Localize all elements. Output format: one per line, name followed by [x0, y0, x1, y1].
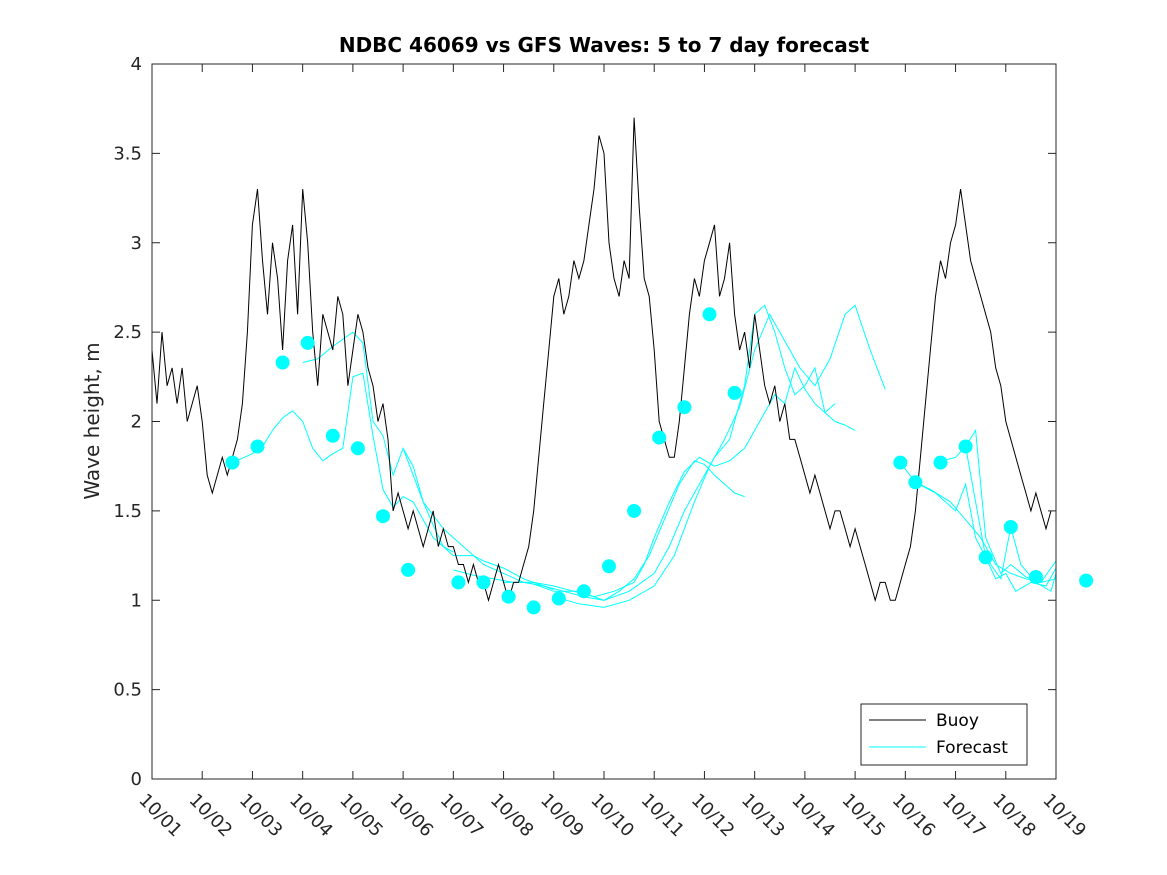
forecast-marker [908, 475, 923, 490]
forecast-marker [1028, 570, 1043, 584]
chart-title: NDBC 46069 vs GFS Waves: 5 to 7 day fore… [339, 33, 870, 57]
forecast-marker [325, 428, 340, 443]
y-tick-label: 0 [131, 769, 142, 790]
forecast-line [453, 366, 856, 598]
forecast-marker [702, 307, 717, 322]
legend-box [860, 703, 1028, 766]
plot-area [152, 64, 1056, 779]
forecast-marker [225, 455, 240, 470]
forecast-series [232, 304, 1057, 608]
forecast-marker [376, 509, 390, 524]
y-tick-label: 2.5 [113, 322, 142, 343]
forecast-marker [652, 430, 667, 445]
legend: Buoy Forecast [860, 703, 1028, 766]
forecast-marker [401, 562, 416, 577]
forecast-marker [602, 559, 616, 574]
forecast-marker [451, 575, 466, 590]
forecast-line [402, 448, 745, 601]
forecast-marker [275, 355, 290, 370]
forecast-marker [933, 455, 948, 470]
y-tick-label: 2 [131, 412, 142, 433]
forecast-marker [978, 550, 993, 565]
forecast-marker [893, 455, 908, 470]
forecast-marker [958, 439, 973, 454]
y-tick-label: 0.5 [113, 680, 142, 701]
legend-forecast-label: Forecast [936, 738, 1008, 758]
forecast-marker [551, 591, 566, 606]
forecast-line [965, 446, 1057, 592]
y-tick-label: 4 [131, 54, 142, 75]
forecast-marker [250, 439, 265, 454]
forecast-line [553, 304, 886, 608]
forecast-marker [300, 335, 315, 350]
legend-buoy-label: Buoy [936, 711, 979, 731]
forecast-marker [476, 575, 491, 590]
y-tick-label: 1.5 [113, 501, 142, 522]
forecast-marker [350, 441, 365, 456]
buoy-line [151, 117, 1052, 603]
forecast-marker [526, 600, 541, 615]
forecast-marker [576, 584, 591, 599]
buoy-series [151, 117, 1052, 603]
forecast-marker [677, 400, 692, 415]
forecast-marker [727, 385, 742, 400]
y-axis: 0 0.5 1 1.5 2 2.5 3 3.5 4 [113, 54, 1056, 790]
forecast-line [503, 304, 836, 601]
forecast-line [232, 372, 454, 553]
forecast-marker [1079, 573, 1094, 588]
y-tick-label: 1 [131, 590, 142, 611]
y-tick-label: 3.5 [113, 143, 142, 164]
y-tick-label: 3 [131, 233, 142, 254]
y-axis-label: Wave height, m [80, 342, 104, 499]
forecast-marker [627, 503, 642, 518]
forecast-markers [225, 307, 1094, 615]
forecast-marker [1003, 520, 1018, 534]
forecast-marker [501, 589, 516, 604]
forecast-line [302, 331, 554, 590]
